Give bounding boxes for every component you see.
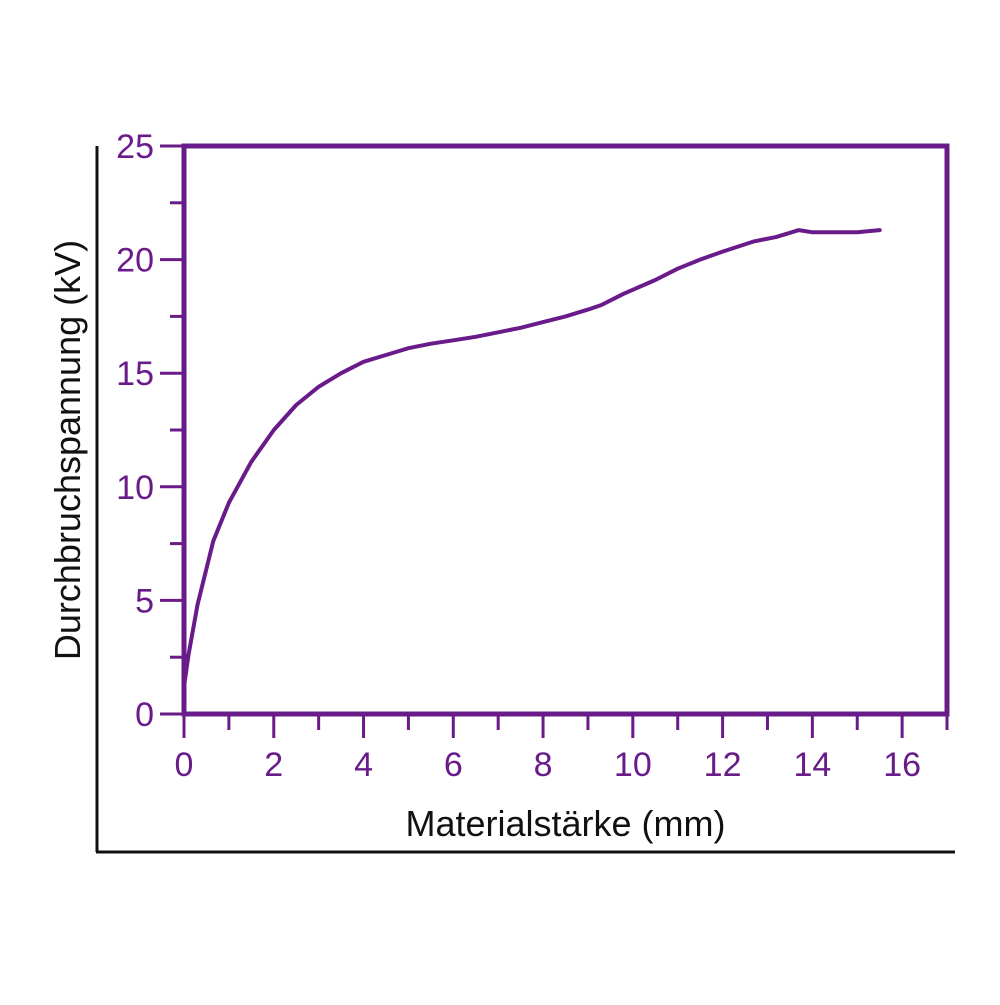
x-tick-label: 6 (444, 746, 463, 784)
y-tick-label: 25 (116, 128, 154, 166)
y-tick-label: 5 (135, 582, 154, 620)
x-axis-tick-labels: 0 2 4 6 8 10 12 14 16 (175, 746, 921, 784)
y-tick-label: 15 (116, 355, 154, 393)
x-tick-label: 2 (264, 746, 283, 784)
y-axis-tick-labels: 0 5 10 15 20 25 (116, 128, 154, 734)
x-tick-label: 10 (614, 746, 652, 784)
x-tick-label: 12 (704, 746, 742, 784)
y-axis-ticks (160, 144, 184, 716)
y-tick-label: 0 (135, 696, 154, 734)
x-tick-label: 16 (883, 746, 921, 784)
y-axis-title: Durchbruchspannung (kV) (47, 240, 88, 660)
x-tick-label: 8 (534, 746, 553, 784)
x-tick-label: 14 (793, 746, 831, 784)
x-tick-label: 0 (175, 746, 194, 784)
x-axis-ticks (182, 714, 949, 738)
x-tick-label: 4 (354, 746, 373, 784)
x-axis-title: Materialstärke (mm) (405, 803, 725, 844)
y-tick-label: 10 (116, 469, 154, 507)
series-line (182, 228, 882, 689)
y-tick-label: 20 (116, 242, 154, 280)
